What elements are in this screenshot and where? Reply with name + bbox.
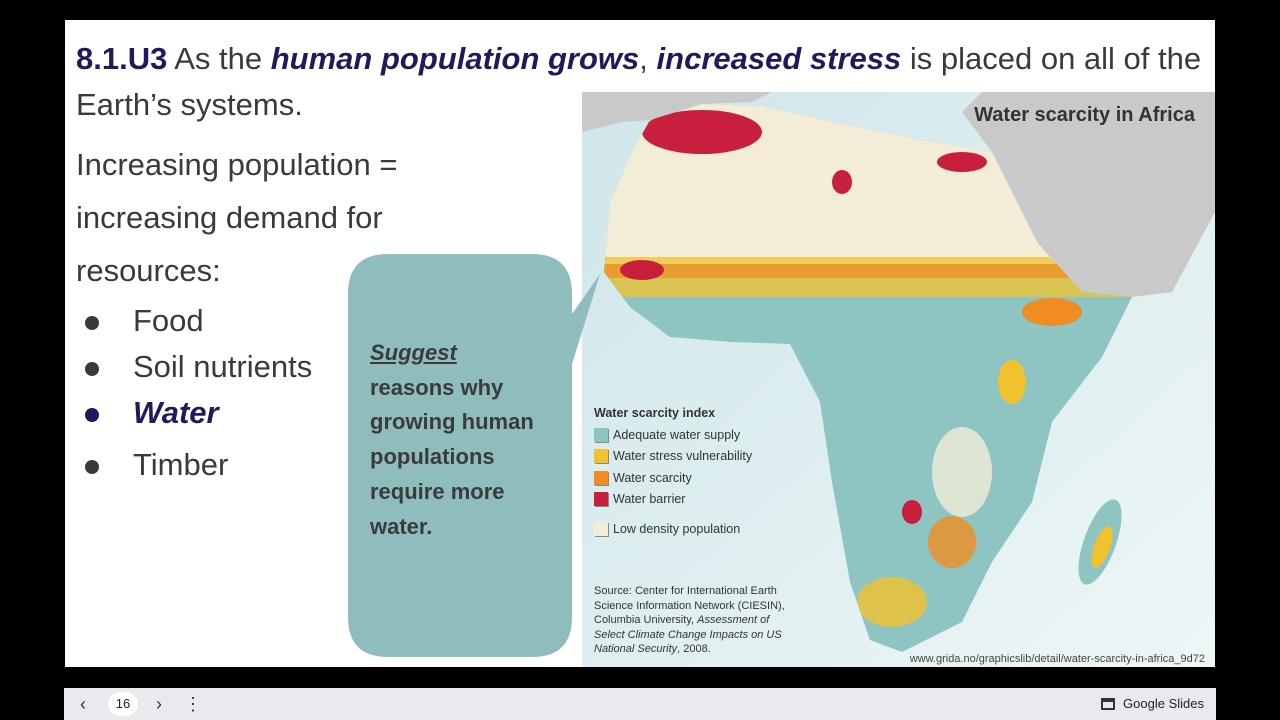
legend-label: Low density population	[613, 521, 741, 536]
slide-title: 8.1.U3 As the human population grows, in…	[76, 36, 1215, 128]
bullet-dot-icon	[85, 460, 99, 474]
legend-label: Water scarcity	[613, 470, 692, 485]
swatch-icon	[594, 427, 608, 442]
title-emphasis: human population grows	[270, 41, 640, 76]
callout-shape	[348, 254, 600, 657]
title-text: ,	[639, 41, 657, 76]
legend-item: Adequate water supply	[594, 424, 752, 446]
body-text: Increasing population = increasing deman…	[76, 147, 398, 288]
source-text: , 2008.	[677, 643, 711, 655]
source-title: Assessment of Select Climate Change Impa…	[594, 614, 782, 655]
bullet-dot-icon	[85, 408, 99, 422]
swatch-icon	[594, 521, 608, 536]
bullet-dot-icon	[85, 362, 99, 376]
standard-code: 8.1.U3	[76, 41, 168, 76]
bullet-item: Soil nutrients	[83, 344, 312, 390]
legend-item: Water scarcity	[594, 467, 752, 489]
legend-title: Water scarcity index	[594, 406, 716, 420]
presentation-icon	[1101, 697, 1116, 710]
legend-label: Water barrier	[613, 492, 686, 507]
legend-item: Water barrier	[594, 489, 752, 511]
map-source: Source: Center for International Earth S…	[594, 584, 794, 657]
legend-item: Water stress vulnerability	[594, 446, 752, 468]
bullet-item: Timber	[83, 442, 312, 488]
map-title: Water scarcity in Africa	[974, 104, 1195, 126]
bullet-label: Food	[133, 303, 204, 338]
legend-label: Water stress vulnerability	[613, 449, 753, 464]
title-text: is placed on all of the Earth’s systems.	[76, 41, 1202, 122]
slide: 8.1.U3 As the human population grows, in…	[65, 20, 1215, 667]
previous-slide-button[interactable]: ‹	[80, 694, 86, 714]
callout-emphasis: Suggest	[370, 340, 457, 365]
africa-water-scarcity-map: Water scarcity in Africa Water scarcity …	[582, 92, 1215, 667]
title-text: As the	[167, 41, 271, 76]
page-number[interactable]: 16	[108, 692, 138, 716]
slides-toolbar: ‹ 16 › ⋮ Google Slides	[64, 688, 1216, 720]
bullet-label: Water	[133, 395, 219, 430]
bullet-item: Water	[83, 390, 312, 436]
next-slide-button[interactable]: ›	[156, 694, 162, 714]
europe-landmass	[582, 92, 772, 132]
legend-item: Low density population	[594, 518, 752, 540]
bullet-list: Food Soil nutrients Water Timber	[83, 298, 312, 488]
bullet-dot-icon	[85, 316, 99, 330]
callout-text: Suggest reasons why growing human populat…	[370, 336, 560, 544]
map-image	[582, 92, 1215, 667]
legend-label: Adequate water supply	[613, 427, 741, 442]
bullet-label: Timber	[133, 447, 229, 482]
bullet-item: Food	[83, 298, 312, 344]
source-text: Source: Center for International Earth S…	[594, 585, 785, 626]
app-label: Google Slides	[1123, 696, 1204, 711]
swatch-icon	[594, 470, 608, 485]
google-slides-link[interactable]: Google Slides	[1101, 696, 1204, 711]
arabia-landmass	[962, 92, 1215, 297]
bullet-label: Soil nutrients	[133, 349, 313, 384]
title-emphasis: increased stress	[656, 41, 902, 76]
swatch-icon	[594, 449, 608, 464]
callout-body: reasons why growing human populations re…	[370, 374, 534, 539]
more-options-button[interactable]: ⋮	[184, 694, 202, 714]
map-url: www.grida.no/graphicslib/detail/water-sc…	[909, 653, 1205, 665]
map-legend: Water scarcity index Adequate water supp…	[594, 406, 752, 540]
swatch-icon	[594, 492, 608, 507]
